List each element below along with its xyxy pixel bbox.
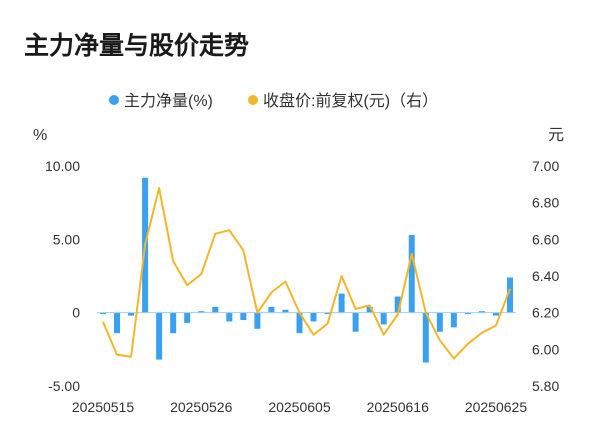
net-volume-bar [450, 312, 457, 328]
legend-label-close-price: 收盘价:前复权(元)（右） [263, 91, 438, 110]
legend-label-net-volume: 主力净量(%) [124, 92, 213, 110]
chart-title: 主力净量与股价走势 [24, 31, 249, 60]
net-volume-bar [478, 311, 485, 313]
net-volume-bar [338, 293, 345, 313]
net-volume-bar [226, 312, 233, 322]
y-right-tick-label: 6.60 [532, 231, 559, 247]
net-volume-bar [296, 312, 303, 334]
net-volume-bar [464, 312, 471, 315]
y-right-unit: 元 [548, 127, 564, 144]
x-ticks: 20250515 20250526 20250605 20250616 20250625 [72, 399, 527, 415]
y-right-tick-label: 6.00 [532, 341, 559, 357]
net-volume-bar [198, 311, 205, 313]
y-right-tick-label: 5.80 [532, 378, 559, 394]
net-volume-bar [380, 312, 387, 325]
legend-marker-net-volume [109, 95, 119, 105]
y-left-tick-label: 10.00 [45, 158, 80, 174]
net-volume-bar [240, 312, 247, 320]
net-volume-bar [282, 309, 289, 313]
net-volume-bar [254, 312, 261, 329]
x-tick-label: 20250605 [268, 399, 331, 415]
net-volume-bar [422, 312, 429, 363]
y-right-tick-label: 7.00 [532, 158, 559, 174]
y-right-ticks: 7.00 6.80 6.60 6.40 6.20 6.00 5.80 [532, 158, 559, 394]
net-volume-bar [184, 312, 191, 323]
net-volume-bar [212, 306, 219, 313]
y-left-unit: % [33, 127, 47, 144]
net-volume-bar [268, 306, 275, 313]
close-price-line [102, 187, 511, 360]
legend: 主力净量(%) 收盘价:前复权(元)（右） [109, 91, 438, 110]
legend-marker-close-price [248, 95, 258, 105]
y-left-ticks: 10.00 5.00 0 -5.00 [45, 158, 80, 394]
y-right-tick-label: 6.40 [532, 268, 559, 284]
net-volume-bar [507, 277, 513, 313]
net-volume-bar [114, 312, 121, 334]
x-tick-label: 20250625 [465, 399, 528, 415]
x-tick-label: 20250526 [170, 399, 233, 415]
net-volume-bar [170, 312, 177, 334]
net-volume-bar [352, 312, 359, 332]
net-volume-bar [366, 306, 373, 313]
y-right-tick-label: 6.80 [532, 195, 559, 211]
net-volume-bar [492, 312, 499, 316]
y-left-tick-label: 0 [72, 305, 80, 321]
net-volume-bar [310, 312, 317, 322]
y-right-tick-label: 6.20 [532, 305, 559, 321]
y-left-tick-label: -5.00 [48, 378, 80, 394]
y-left-tick-label: 5.00 [53, 231, 80, 247]
net-volume-bar [394, 296, 401, 313]
x-tick-label: 20250616 [367, 399, 430, 415]
net-volume-bar [408, 234, 415, 313]
net-volume-bar [436, 312, 443, 332]
net-volume-bar [156, 312, 163, 360]
net-volume-bar [324, 312, 331, 315]
net-volume-bar [128, 312, 135, 316]
price-line-group [102, 187, 511, 360]
x-tick-label: 20250515 [72, 399, 135, 415]
net-volume-bar [100, 312, 106, 315]
